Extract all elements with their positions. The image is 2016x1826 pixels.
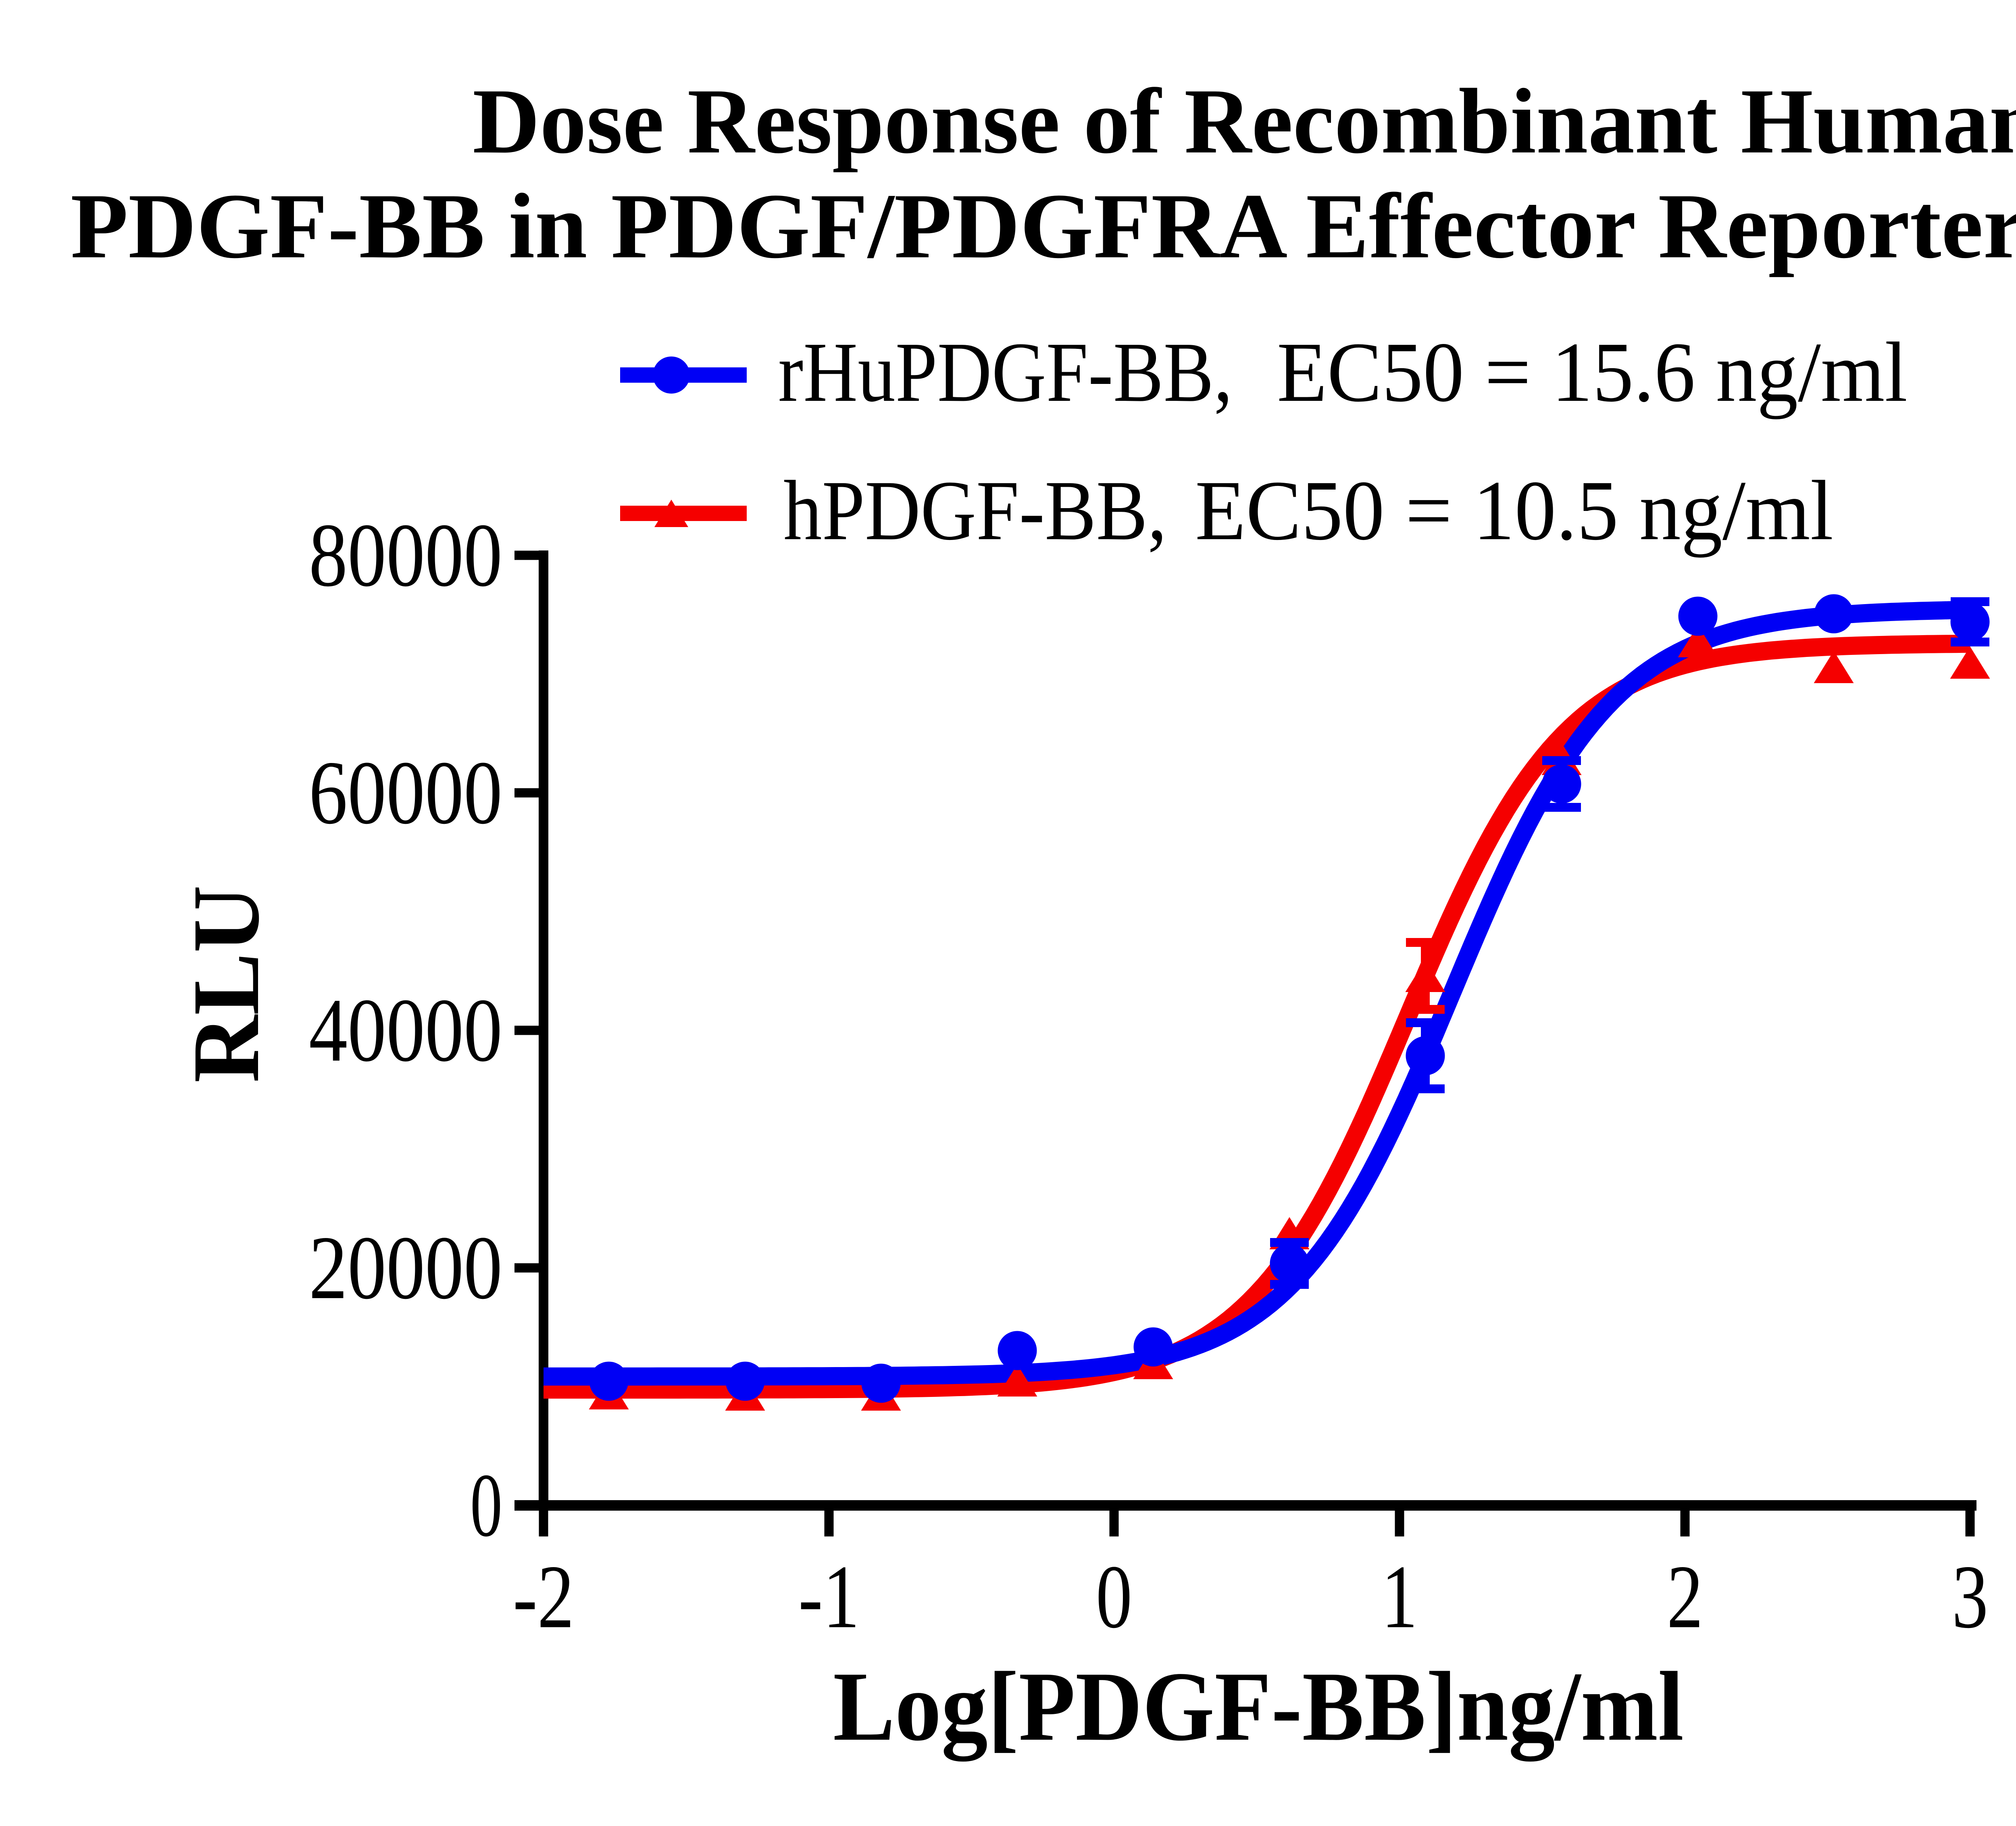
svg-text:80000: 80000 bbox=[309, 504, 502, 605]
svg-text:2: 2 bbox=[1667, 1546, 1703, 1647]
svg-text:20000: 20000 bbox=[309, 1217, 502, 1318]
svg-text:rHuPDGF-BB,: rHuPDGF-BB, bbox=[778, 325, 1233, 419]
svg-text:EC50 = 15.6 ng/ml: EC50 = 15.6 ng/ml bbox=[1277, 325, 1908, 419]
svg-text:-2: -2 bbox=[513, 1546, 574, 1647]
svg-text:-1: -1 bbox=[798, 1546, 860, 1647]
svg-text:EC50 = 10.5 ng/ml: EC50 = 10.5 ng/ml bbox=[1195, 463, 1833, 558]
svg-text:Dose Response of Recombinant H: Dose Response of Recombinant Human bbox=[473, 69, 2016, 173]
svg-text:hPDGF-BB,: hPDGF-BB, bbox=[783, 463, 1167, 558]
svg-text:RLU: RLU bbox=[173, 885, 279, 1083]
svg-text:Log[PDGF-BB]ng/ml: Log[PDGF-BB]ng/ml bbox=[833, 1652, 1684, 1761]
svg-text:PDGF-BB in PDGF/PDGFRA Effecto: PDGF-BB in PDGF/PDGFRA Effector Reporter… bbox=[71, 174, 2016, 277]
svg-text:0: 0 bbox=[1096, 1546, 1132, 1647]
svg-text:60000: 60000 bbox=[309, 742, 502, 843]
svg-text:1: 1 bbox=[1381, 1546, 1418, 1647]
svg-text:40000: 40000 bbox=[309, 980, 502, 1080]
svg-text:0: 0 bbox=[470, 1455, 502, 1555]
svg-text:3: 3 bbox=[1952, 1546, 1988, 1647]
